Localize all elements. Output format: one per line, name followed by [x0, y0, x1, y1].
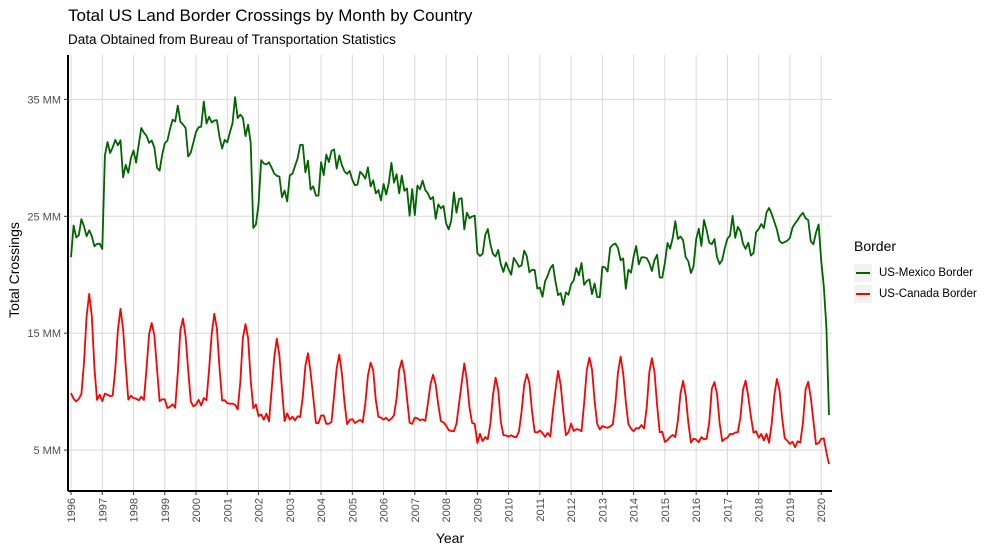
chart-subtitle: Data Obtained from Bureau of Transportat… — [68, 32, 396, 47]
y-axis-label: Total Crossings — [6, 222, 22, 318]
x-tick-label: 2015 — [660, 498, 672, 522]
legend-label-mexico: US-Mexico Border — [879, 266, 973, 279]
series-line-us-canada — [70, 293, 830, 465]
y-tick-label: 5 MM — [34, 445, 62, 457]
x-tick-label: 2011 — [535, 498, 547, 522]
legend-key-mexico — [854, 263, 872, 282]
chart-title: Total US Land Border Crossings by Month … — [68, 6, 473, 25]
x-tick-label: 1999 — [160, 498, 172, 522]
gridlines — [68, 55, 832, 491]
x-tick-label: 1996 — [66, 498, 78, 522]
y-tick-label: 35 MM — [27, 94, 61, 106]
legend-title: Border — [854, 238, 897, 254]
legend-item-canada: US-Canada Border — [854, 283, 977, 304]
x-tick-label: 2019 — [785, 498, 797, 522]
x-tick-label: 2005 — [347, 498, 359, 522]
legend-key-canada — [854, 284, 872, 303]
x-tick-label: 2008 — [441, 498, 453, 522]
x-tick-label: 2006 — [379, 498, 391, 522]
x-tick-label: 2009 — [472, 498, 484, 522]
legend-item-mexico: US-Mexico Border — [854, 262, 977, 283]
series-lines — [70, 96, 830, 465]
x-tick-label: 2016 — [691, 498, 703, 522]
y-tick-label: 25 MM — [27, 211, 61, 223]
axes: 5 MM 15 MM 25 MM 35 MM 1996 1997 1998 1999 2000 2… — [27, 55, 832, 522]
series-line-us-mexico — [70, 96, 830, 416]
y-tick-label: 15 MM — [27, 328, 61, 340]
x-tick-label: 2002 — [254, 498, 266, 522]
x-tick-label: 2000 — [191, 498, 203, 522]
x-tick-label: 2012 — [566, 498, 578, 522]
x-tick-label: 2013 — [597, 498, 609, 522]
x-tick-label: 2014 — [629, 498, 641, 522]
x-tick-label: 2010 — [504, 498, 516, 522]
x-tick-label: 2007 — [410, 498, 422, 522]
x-tick-label: 2017 — [722, 498, 734, 522]
x-tick-label: 2018 — [754, 498, 766, 522]
x-tick-label: 2003 — [285, 498, 297, 522]
x-tick-label: 1998 — [129, 498, 141, 522]
x-tick-label: 1997 — [97, 498, 109, 522]
x-tick-label: 2004 — [316, 498, 328, 522]
legend-label-canada: US-Canada Border — [879, 287, 977, 300]
legend: Border US-Mexico Border US-Canada Border — [854, 238, 977, 304]
x-tick-label: 2001 — [222, 498, 234, 522]
x-axis-label: Year — [436, 530, 465, 546]
x-tick-label: 2020 — [816, 498, 828, 522]
